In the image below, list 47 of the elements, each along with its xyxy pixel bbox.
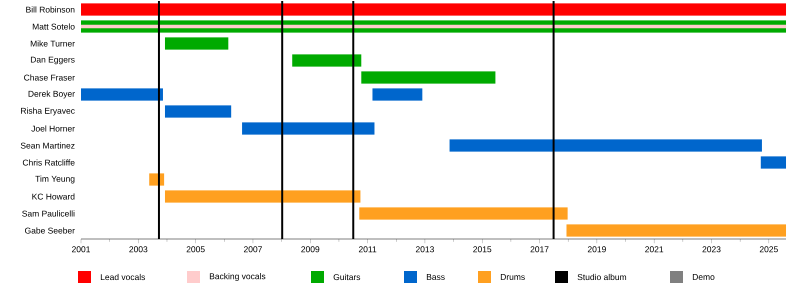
y-tick-label: Joel Horner bbox=[31, 125, 75, 132]
legend-label: Lead vocals bbox=[100, 274, 146, 280]
x-tick-label: 2009 bbox=[301, 246, 320, 252]
x-tick-label: 2005 bbox=[186, 246, 205, 252]
y-tick-label: KC Howard bbox=[32, 193, 74, 200]
y-tick-label: Tim Yeung bbox=[35, 176, 74, 184]
legend-label: Studio album bbox=[578, 274, 626, 280]
bar bbox=[292, 54, 362, 67]
bar bbox=[242, 122, 374, 135]
x-tick-label: 2001 bbox=[72, 246, 90, 252]
x-tick-label: 2023 bbox=[702, 246, 721, 252]
y-tick-label: Matt Sotelo bbox=[32, 23, 75, 30]
x-tick-label: 2003 bbox=[129, 246, 148, 252]
legend-label: Bass bbox=[426, 274, 445, 280]
bar bbox=[361, 71, 496, 84]
y-tick-label: Mike Turner bbox=[30, 40, 75, 47]
bar bbox=[566, 224, 786, 237]
y-tick-label: Sean Martinez bbox=[20, 142, 75, 149]
y-tick-label: Sam Paulicelli bbox=[22, 210, 74, 217]
legend-label: Demo bbox=[692, 274, 714, 280]
y-tick-label: Chase Fraser bbox=[24, 74, 75, 81]
bar bbox=[164, 105, 232, 118]
x-tick-label: 2015 bbox=[473, 246, 492, 252]
y-tick-label: Risha Eryavec bbox=[21, 108, 75, 116]
bar bbox=[372, 88, 422, 101]
x-tick-label: 2021 bbox=[645, 246, 664, 252]
y-tick-label: Chris Ratcliffe bbox=[22, 159, 75, 166]
bar bbox=[359, 207, 568, 220]
bar bbox=[164, 37, 228, 50]
bar bbox=[760, 156, 786, 169]
x-tick-label: 2011 bbox=[358, 246, 376, 252]
legend-label: Backing vocals bbox=[210, 273, 266, 281]
y-tick-label: Dan Eggers bbox=[30, 56, 75, 64]
bar bbox=[450, 139, 762, 152]
x-tick-label: 2013 bbox=[416, 246, 434, 252]
bar bbox=[81, 88, 163, 101]
bar bbox=[81, 3, 786, 16]
y-tick-label: Derek Boyer bbox=[28, 90, 75, 98]
y-tick-label: Gabe Seeber bbox=[25, 227, 75, 234]
legend-label: Drums bbox=[500, 274, 525, 280]
x-tick-label: 2017 bbox=[530, 246, 549, 252]
y-tick-label: Bill Robinson bbox=[26, 6, 74, 13]
x-tick-label: 2007 bbox=[244, 246, 262, 252]
x-tick-label: 2019 bbox=[588, 246, 606, 252]
legend-label: Guitars bbox=[334, 274, 360, 280]
x-tick-label: 2025 bbox=[760, 246, 778, 252]
bar bbox=[164, 190, 360, 203]
